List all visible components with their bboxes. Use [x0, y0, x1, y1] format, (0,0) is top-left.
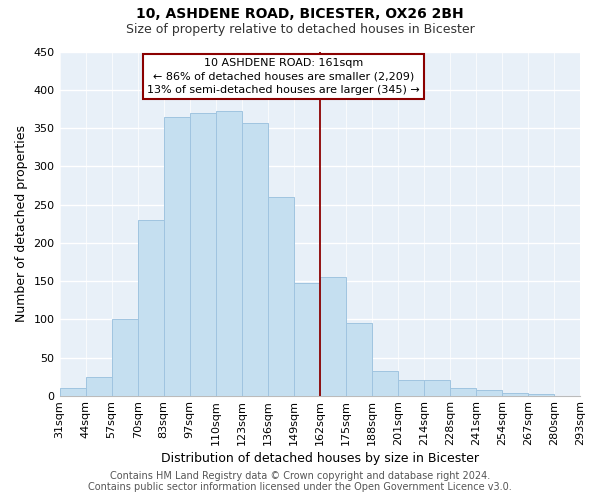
Bar: [137, 220, 164, 396]
Y-axis label: Number of detached properties: Number of detached properties: [15, 125, 28, 322]
Bar: [268, 197, 294, 396]
Text: Contains HM Land Registry data © Crown copyright and database right 2024.
Contai: Contains HM Land Registry data © Crown c…: [88, 471, 512, 492]
Bar: [164, 116, 190, 396]
Bar: [215, 111, 242, 396]
Bar: [242, 122, 268, 396]
Bar: [476, 390, 502, 396]
Text: Size of property relative to detached houses in Bicester: Size of property relative to detached ho…: [125, 22, 475, 36]
Bar: [450, 388, 476, 396]
Text: 10, ASHDENE ROAD, BICESTER, OX26 2BH: 10, ASHDENE ROAD, BICESTER, OX26 2BH: [136, 8, 464, 22]
Bar: [502, 394, 528, 396]
Bar: [112, 320, 137, 396]
Bar: [86, 376, 112, 396]
Bar: [190, 112, 215, 396]
Bar: [424, 380, 450, 396]
Bar: [398, 380, 424, 396]
Bar: [346, 323, 372, 396]
Bar: [294, 282, 320, 396]
Bar: [320, 277, 346, 396]
Bar: [372, 370, 398, 396]
Bar: [59, 388, 86, 396]
X-axis label: Distribution of detached houses by size in Bicester: Distribution of detached houses by size …: [161, 452, 479, 465]
Bar: [528, 394, 554, 396]
Text: 10 ASHDENE ROAD: 161sqm
← 86% of detached houses are smaller (2,209)
13% of semi: 10 ASHDENE ROAD: 161sqm ← 86% of detache…: [147, 58, 420, 95]
